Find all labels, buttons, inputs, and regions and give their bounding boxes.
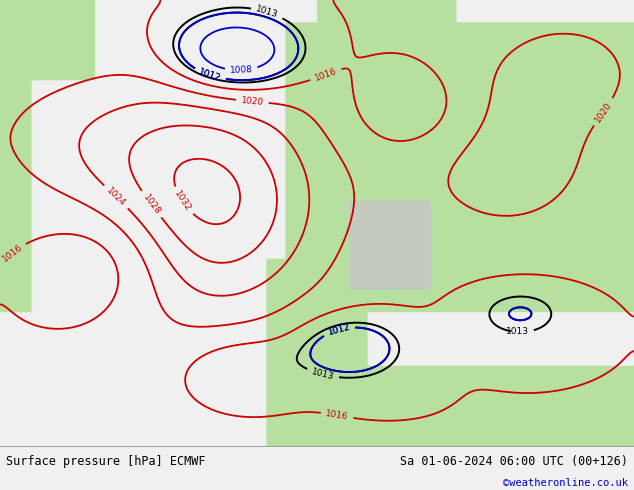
Text: 1024: 1024	[105, 186, 127, 208]
Text: 1032: 1032	[172, 189, 193, 213]
Text: 1012: 1012	[327, 322, 351, 337]
Text: 1013: 1013	[311, 367, 335, 382]
Text: 1013: 1013	[506, 327, 529, 337]
Text: 1012: 1012	[198, 67, 222, 83]
Text: 1020: 1020	[593, 100, 614, 124]
Text: 1012: 1012	[198, 67, 222, 83]
Text: ©weatheronline.co.uk: ©weatheronline.co.uk	[503, 478, 628, 489]
Text: 1016: 1016	[314, 67, 339, 83]
Text: 1008: 1008	[230, 65, 253, 75]
Text: 1028: 1028	[141, 193, 162, 216]
Text: 1016: 1016	[1, 243, 24, 264]
Text: 1013: 1013	[255, 4, 280, 20]
Text: 1012: 1012	[327, 322, 351, 337]
Text: Surface pressure [hPa] ECMWF: Surface pressure [hPa] ECMWF	[6, 455, 206, 468]
Text: 1016: 1016	[325, 409, 349, 421]
Text: 1020: 1020	[240, 96, 264, 107]
Text: Sa 01-06-2024 06:00 UTC (00+126): Sa 01-06-2024 06:00 UTC (00+126)	[399, 455, 628, 468]
